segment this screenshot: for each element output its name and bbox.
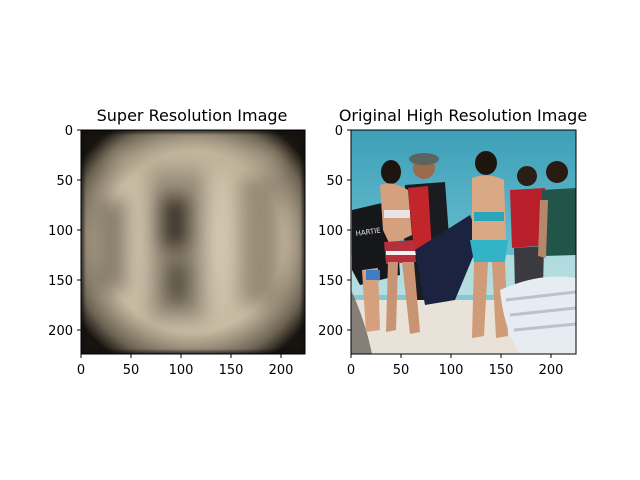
right-ytick-label: 50 — [326, 174, 343, 189]
panel-title-original: Original High Resolution Image — [339, 106, 587, 125]
left-ytick-label: 100 — [48, 224, 73, 239]
right-xtick-label: 150 — [489, 363, 514, 378]
right-ytick-label: 150 — [318, 274, 343, 289]
right-ytick-label: 100 — [318, 224, 343, 239]
right-axes-frame — [350, 129, 577, 355]
left-y-ticks: 0 50 100 150 200 — [48, 124, 81, 339]
right-xtick-label: 50 — [393, 363, 410, 378]
left-xtick-label: 50 — [123, 363, 140, 378]
left-ytick-label: 0 — [65, 124, 73, 139]
left-axes-frame — [80, 129, 306, 355]
super-resolution-panel: Super Resolution Image 0 50 100 150 — [48, 106, 306, 378]
left-xtick-label: 0 — [77, 363, 85, 378]
right-ytick-label: 0 — [335, 124, 343, 139]
original-panel: Original High Resolution Image HARTIE — [318, 106, 587, 378]
left-ytick-label: 50 — [56, 174, 73, 189]
left-ytick-label: 150 — [48, 274, 73, 289]
svg-text:HARTIE: HARTIE — [355, 227, 381, 238]
left-xtick-label: 100 — [169, 363, 194, 378]
right-xtick-label: 200 — [539, 363, 564, 378]
left-xtick-label: 150 — [219, 363, 244, 378]
right-y-ticks: 0 50 100 150 200 — [318, 124, 351, 339]
original-image: HARTIE — [351, 130, 576, 354]
right-ytick-label: 200 — [318, 324, 343, 339]
left-xtick-label: 200 — [269, 363, 294, 378]
right-x-ticks: 0 50 100 150 200 — [347, 354, 564, 378]
right-xtick-label: 0 — [347, 363, 355, 378]
super-resolution-image — [81, 130, 305, 354]
left-ytick-label: 200 — [48, 324, 73, 339]
panel-title-super-resolution: Super Resolution Image — [97, 106, 288, 125]
right-xtick-label: 100 — [439, 363, 464, 378]
left-x-ticks: 0 50 100 150 200 — [77, 354, 294, 378]
